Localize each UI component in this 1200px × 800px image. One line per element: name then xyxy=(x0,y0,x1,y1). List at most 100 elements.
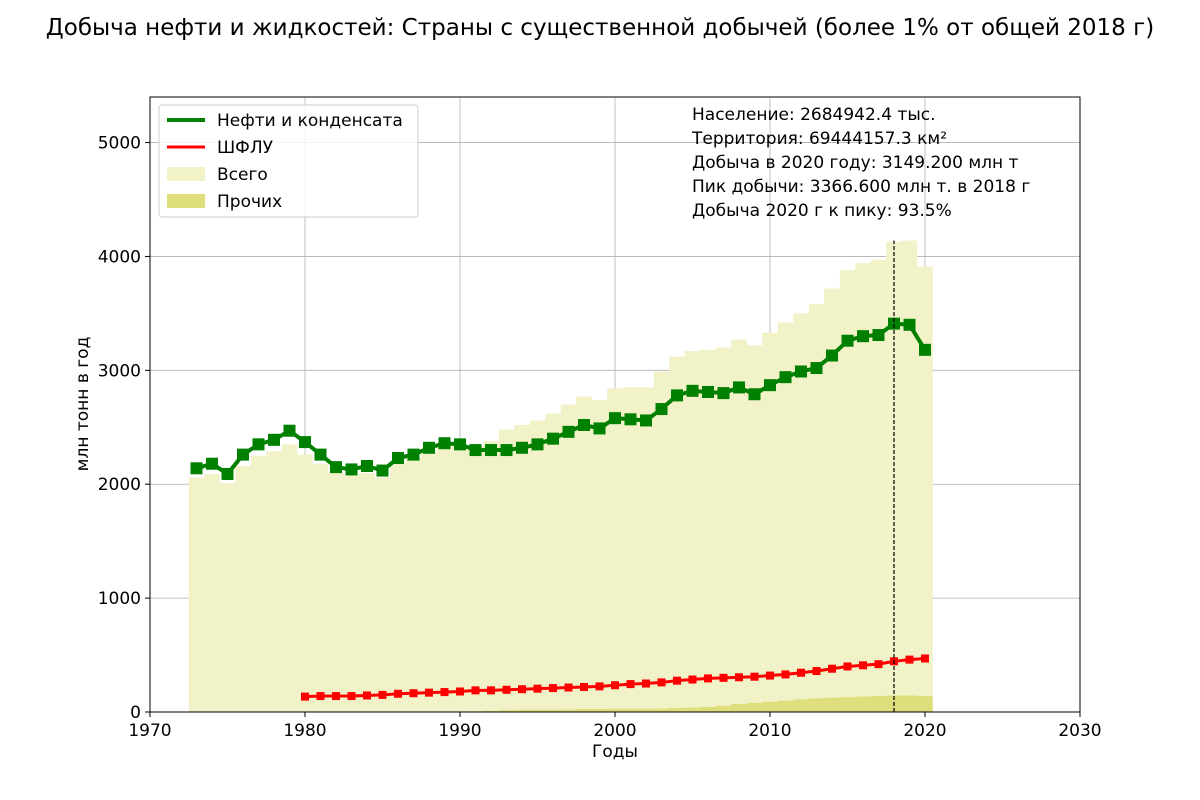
legend-label: Всего xyxy=(217,165,268,185)
point-ngl xyxy=(642,679,650,688)
point-ngl xyxy=(409,689,418,698)
point-oil xyxy=(810,362,823,375)
point-ngl xyxy=(487,686,495,695)
point-oil xyxy=(438,437,451,450)
y-tick-label: 0 xyxy=(130,703,141,723)
annotation-line: Территория: 69444157.3 км² xyxy=(691,129,947,149)
point-ngl xyxy=(471,686,480,695)
point-ngl xyxy=(502,685,511,694)
point-oil xyxy=(686,384,699,397)
point-ngl xyxy=(425,688,433,697)
point-ngl xyxy=(533,684,542,693)
point-ngl xyxy=(673,676,681,685)
point-oil xyxy=(252,438,265,451)
point-ngl xyxy=(332,692,340,701)
point-oil xyxy=(407,448,420,461)
point-oil xyxy=(562,425,575,438)
point-oil xyxy=(469,444,482,457)
point-oil xyxy=(779,371,792,384)
line-series xyxy=(190,317,931,701)
point-oil xyxy=(454,438,466,451)
area-total xyxy=(188,240,933,712)
annotation-line: Пик добычи: 3366.600 млн т. в 2018 г xyxy=(692,177,1030,197)
point-oil xyxy=(283,424,296,437)
x-tick-label: 2010 xyxy=(748,721,791,741)
point-oil xyxy=(702,385,714,398)
point-ngl xyxy=(580,682,588,691)
y-tick-label: 5000 xyxy=(98,134,141,154)
x-tick-label: 1970 xyxy=(128,721,171,741)
point-ngl xyxy=(595,682,604,691)
point-ngl xyxy=(363,691,371,700)
point-oil xyxy=(376,464,389,477)
point-ngl xyxy=(611,681,619,690)
point-oil xyxy=(795,365,807,378)
point-ngl xyxy=(750,672,759,681)
point-ngl xyxy=(626,680,635,689)
point-ngl xyxy=(378,690,387,699)
point-oil xyxy=(841,334,854,347)
point-oil xyxy=(872,329,885,342)
point-ngl xyxy=(905,655,914,664)
legend-box xyxy=(158,104,419,218)
point-ngl xyxy=(766,671,774,680)
point-ngl xyxy=(456,687,464,696)
point-ngl xyxy=(394,689,402,698)
legend-label: Прочих xyxy=(217,192,282,212)
point-oil xyxy=(299,436,311,449)
point-ngl xyxy=(859,661,867,670)
point-oil xyxy=(593,422,606,435)
point-oil xyxy=(578,419,590,431)
point-oil xyxy=(268,433,280,446)
point-ngl xyxy=(874,660,883,669)
point-ngl xyxy=(921,654,929,663)
point-oil xyxy=(733,381,745,394)
point-ngl xyxy=(704,674,712,683)
x-tick-label: 2030 xyxy=(1058,721,1101,741)
point-ngl xyxy=(518,685,526,694)
point-oil xyxy=(221,467,234,480)
point-ngl xyxy=(564,683,573,692)
point-ngl xyxy=(316,692,325,701)
legend-label: ШФЛУ xyxy=(217,138,274,158)
legend-swatch xyxy=(167,167,205,181)
point-ngl xyxy=(719,673,728,682)
point-ngl xyxy=(549,684,557,693)
point-oil xyxy=(609,412,621,425)
x-tick-label: 2000 xyxy=(593,721,636,741)
point-oil xyxy=(206,457,218,470)
point-oil xyxy=(826,349,838,362)
point-ngl xyxy=(688,675,697,684)
point-ngl xyxy=(843,662,852,671)
annotation-box: Население: 2684942.4 тыс. Территория: 694… xyxy=(691,105,1030,221)
point-oil xyxy=(345,463,358,476)
x-tick-label: 2020 xyxy=(903,721,946,741)
point-oil xyxy=(500,444,513,457)
point-oil xyxy=(717,387,730,400)
area-other xyxy=(188,695,933,712)
legend: Нефти и конденсата ШФЛУ Всего Прочих xyxy=(158,104,419,218)
point-ngl xyxy=(301,692,309,701)
point-ngl xyxy=(797,668,805,677)
point-oil xyxy=(392,452,404,465)
point-ngl xyxy=(781,670,790,679)
point-oil xyxy=(640,414,652,427)
point-oil xyxy=(547,432,559,445)
point-oil xyxy=(857,330,869,343)
chart-title: Добыча нефти и жидкостей: Страны с сущес… xyxy=(46,15,1154,41)
point-oil xyxy=(330,461,342,474)
legend-label: Нефти и конденсата xyxy=(217,111,403,131)
point-oil xyxy=(764,379,776,392)
point-ngl xyxy=(657,678,666,687)
annotation-line: Добыча 2020 г к пику: 93.5% xyxy=(692,201,952,221)
point-oil xyxy=(190,462,203,475)
axis-ticks: 1970 1980 1990 2000 2010 2020 2030 0 1000 2000 300… xyxy=(98,134,1102,741)
point-oil xyxy=(516,441,528,454)
x-tick-label: 1990 xyxy=(438,721,481,741)
point-oil xyxy=(485,444,497,457)
y-axis-label: млн тонн в год xyxy=(73,337,93,472)
point-ngl xyxy=(440,688,449,697)
point-ngl xyxy=(812,667,821,675)
y-tick-label: 2000 xyxy=(98,475,141,495)
